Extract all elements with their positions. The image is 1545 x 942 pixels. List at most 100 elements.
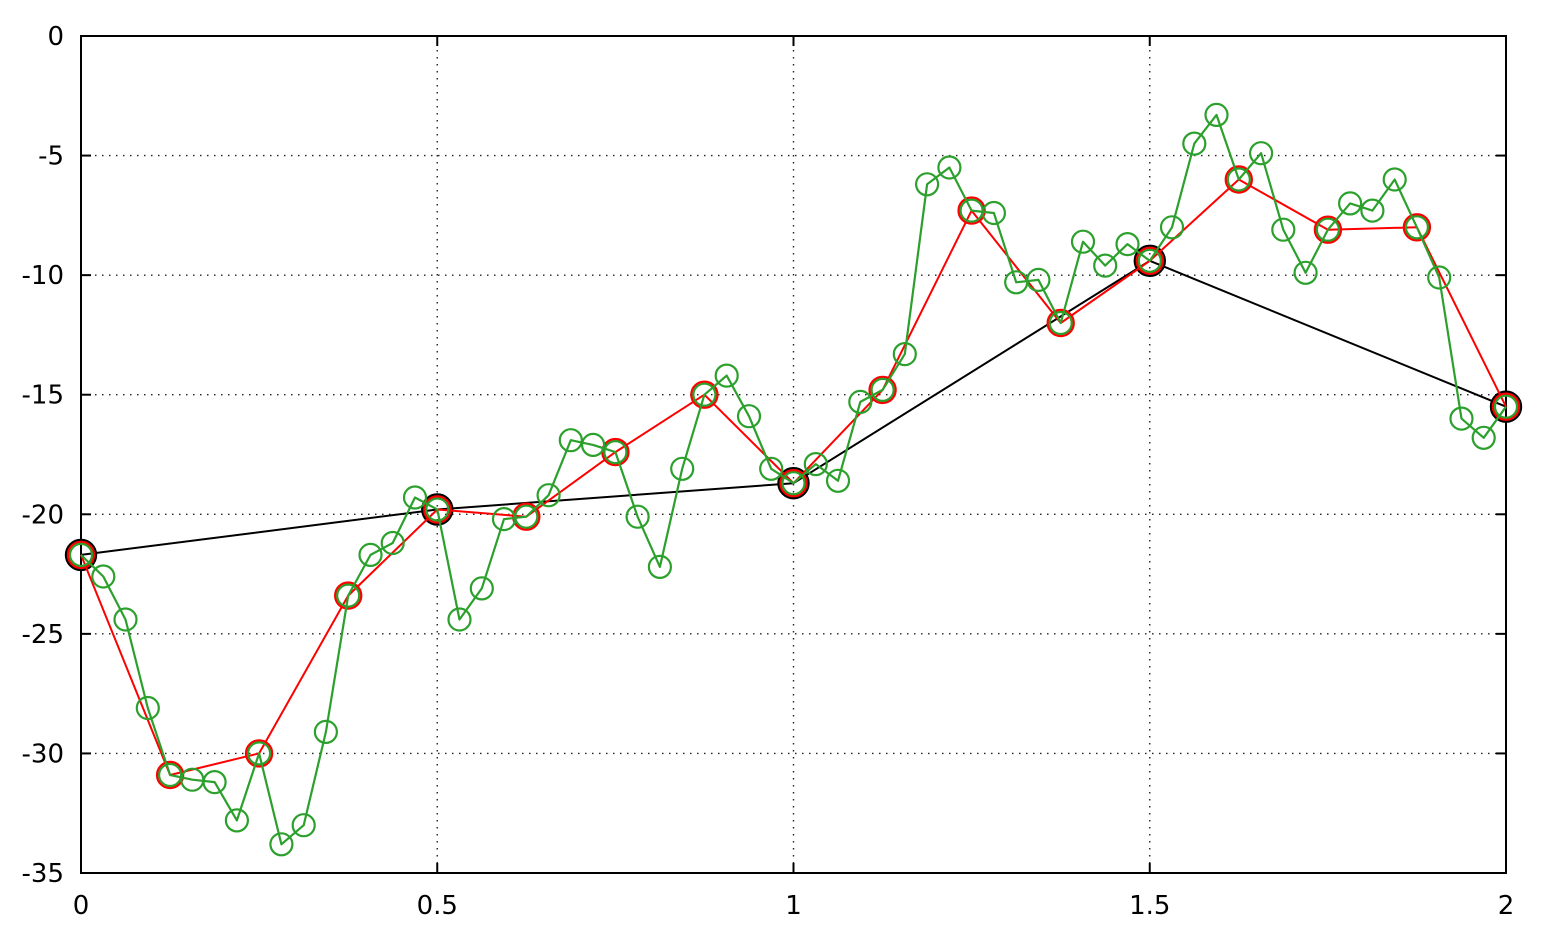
data-point — [690, 380, 719, 409]
data-point — [1115, 232, 1140, 257]
x-tick-label: 1.5 — [1129, 891, 1170, 921]
axis-ticks — [80, 35, 1507, 874]
data-point — [313, 719, 338, 745]
data-point — [1026, 267, 1051, 292]
series-2 — [68, 102, 1519, 857]
data-point — [423, 495, 452, 524]
series-1 — [66, 165, 1521, 790]
data-point — [870, 377, 895, 402]
data-point — [625, 504, 650, 529]
data-point — [158, 762, 183, 788]
data-point — [736, 404, 762, 429]
y-tick-label: -5 — [38, 142, 64, 172]
data-point — [892, 342, 917, 367]
data-point — [202, 769, 227, 795]
data-point — [447, 607, 472, 632]
series-group — [64, 102, 1523, 857]
data-point — [1489, 390, 1523, 423]
data-point — [291, 813, 316, 838]
data-point — [512, 502, 541, 531]
data-point — [937, 155, 962, 180]
data-point — [135, 695, 160, 721]
data-point — [244, 739, 274, 768]
data-point — [1204, 102, 1229, 128]
data-point — [1093, 253, 1118, 278]
y-axis-tick-labels: 0 -5 -10 -15 -20 -25 -30 -35 — [22, 22, 64, 889]
x-tick-label: 2 — [1498, 891, 1515, 921]
data-point — [558, 428, 583, 453]
data-point — [1491, 392, 1521, 421]
data-point — [64, 538, 98, 572]
data-point — [336, 583, 361, 608]
grid — [81, 36, 1506, 873]
data-point — [803, 452, 828, 477]
data-point — [224, 808, 249, 833]
data-point — [1048, 310, 1073, 336]
y-tick-label: -35 — [22, 859, 64, 889]
y-tick-label: -20 — [22, 500, 64, 530]
data-point — [1046, 308, 1075, 338]
data-point — [514, 504, 539, 529]
plot-area-frame — [80, 35, 1507, 874]
data-point — [1427, 265, 1452, 290]
data-point — [1493, 394, 1519, 419]
data-point — [1471, 425, 1496, 450]
data-point — [1449, 406, 1474, 431]
data-point — [1337, 191, 1363, 216]
data-point — [1182, 131, 1207, 156]
data-point — [1293, 260, 1318, 285]
data-point — [402, 485, 428, 510]
data-point — [1135, 246, 1165, 275]
y-tick-label: -25 — [22, 620, 64, 650]
data-point — [825, 468, 851, 493]
x-tick-label: 1 — [785, 891, 802, 921]
data-point — [425, 497, 450, 522]
data-point — [759, 456, 784, 481]
y-tick-label: 0 — [47, 22, 64, 52]
y-tick-label: -30 — [22, 739, 64, 769]
data-point — [113, 607, 138, 632]
data-point — [1382, 167, 1407, 192]
data-point — [868, 375, 897, 405]
data-point — [914, 172, 940, 197]
data-point — [1226, 167, 1251, 192]
data-point — [1360, 198, 1385, 223]
data-point — [714, 363, 739, 388]
y-tick-label: -15 — [22, 381, 64, 411]
data-point — [777, 467, 810, 500]
data-point — [91, 564, 116, 589]
x-axis-tick-labels: 0 0.5 1 1.5 2 — [73, 891, 1515, 921]
data-point — [1313, 215, 1343, 244]
data-point — [647, 554, 673, 580]
y-tick-label: -10 — [22, 261, 64, 291]
data-point — [1248, 141, 1274, 166]
data-point — [247, 741, 272, 766]
data-point — [1224, 165, 1254, 194]
data-point — [1402, 213, 1432, 242]
data-point — [580, 432, 606, 457]
data-point — [469, 576, 494, 601]
data-point — [68, 542, 94, 568]
data-point — [1404, 215, 1430, 240]
data-point — [779, 469, 808, 498]
data-point — [1070, 229, 1096, 254]
data-point — [66, 540, 96, 570]
data-point — [1133, 244, 1167, 277]
data-point — [1271, 217, 1296, 242]
data-point — [380, 530, 405, 556]
data-point — [1137, 248, 1162, 273]
x-tick-label: 0 — [73, 891, 90, 921]
data-point — [421, 493, 454, 526]
data-point — [848, 389, 873, 414]
data-point — [957, 196, 986, 225]
data-point — [536, 483, 561, 508]
data-point — [603, 440, 628, 465]
data-point — [1315, 217, 1341, 242]
data-point — [1159, 215, 1185, 240]
data-point — [692, 382, 717, 407]
series-line — [80, 113, 1507, 846]
x-tick-label: 0.5 — [417, 891, 458, 921]
data-point — [358, 542, 383, 568]
data-point — [334, 581, 363, 610]
